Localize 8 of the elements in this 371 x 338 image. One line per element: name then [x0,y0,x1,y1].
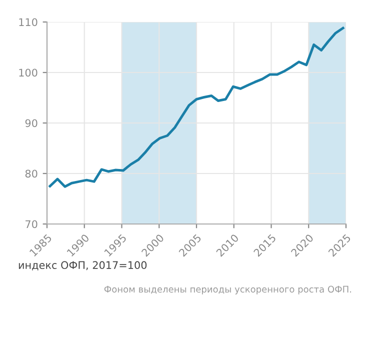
line-series [48,26,344,188]
y-tick-label: 70 [26,220,38,228]
y-tick-label: 100 [19,68,38,77]
text: Фоном выделены периоды ускоренного роста ОФП. [104,286,352,294]
text: индекс ОФП, 2017=100 [18,261,147,270]
y-tick-label: 80 [25,170,38,178]
y-tick-label: 110 [19,18,38,26]
y-tick-label: 90 [25,119,38,128]
